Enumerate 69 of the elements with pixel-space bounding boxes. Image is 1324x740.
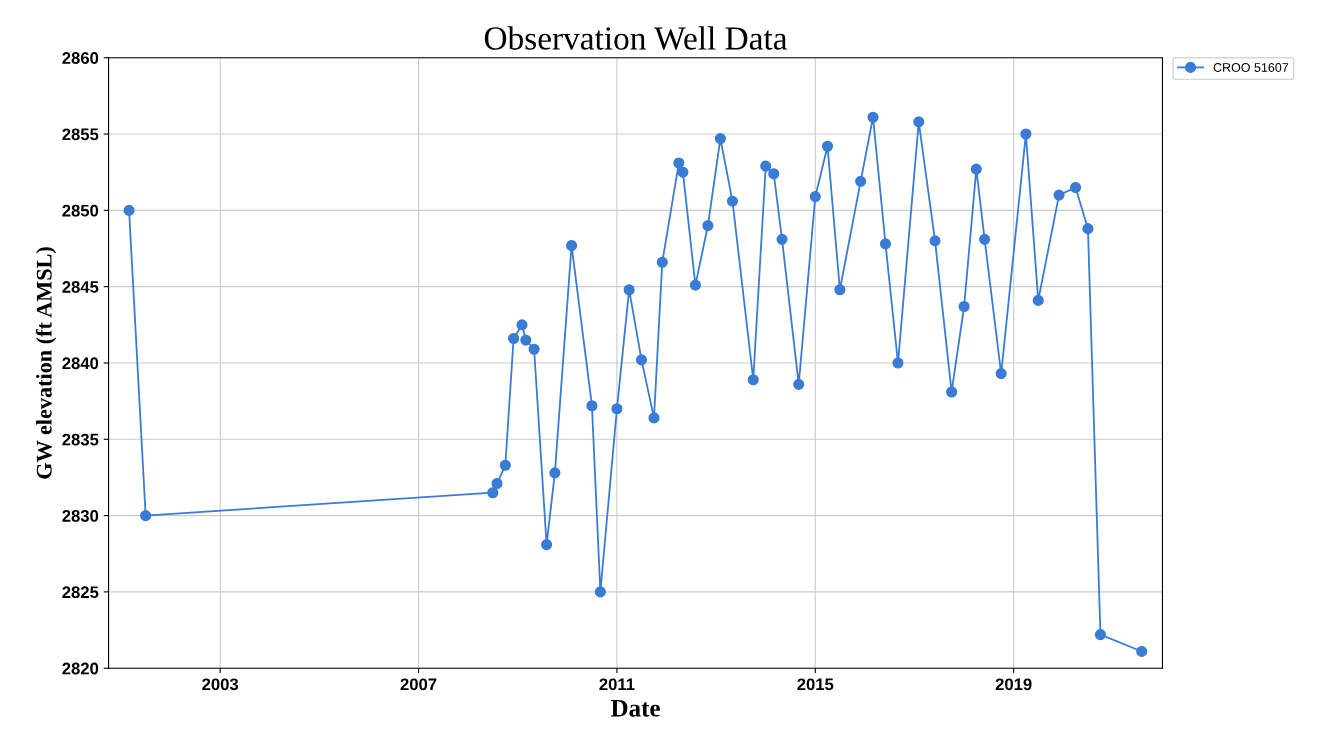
point [1070,181,1082,194]
y-axis-title: GW elevation (ft AMSL) [35,247,57,479]
point [140,510,152,522]
point [623,284,635,296]
point [834,284,846,296]
x-tick-label: 2007 [400,678,437,691]
y-tick-label: 2855 [62,128,99,141]
point [648,412,660,424]
point [528,343,540,355]
point [929,235,941,247]
point [123,204,135,216]
y-tick-label: 2850 [62,204,99,217]
point [677,166,689,178]
point [491,477,503,490]
point [892,357,904,369]
point [958,300,970,313]
point [656,256,668,268]
point [594,586,606,598]
y-tick-label: 2830 [62,510,99,522]
point [520,334,532,346]
point [1032,294,1044,306]
y-tick-label: 2825 [62,586,99,599]
point [776,233,788,245]
point [516,319,528,331]
legend-label: CROO 51607 [1213,63,1289,72]
x-tick-label: 2003 [202,678,239,691]
y-tick-label: 2820 [62,662,99,675]
point [689,279,701,291]
point [702,220,714,232]
x-tick-label: 2019 [995,678,1032,691]
point [714,133,726,145]
point [747,374,759,386]
y-tick-label: 2835 [62,433,99,446]
x-tick-label: 2015 [797,678,834,691]
point [1053,189,1065,201]
y-tick-label: 2845 [62,281,99,293]
point [867,111,879,123]
point [793,378,805,390]
point [673,157,685,169]
point [821,140,834,152]
point [611,403,623,415]
point [1082,223,1094,235]
point [566,239,578,252]
point [946,386,958,398]
point [913,116,925,128]
point [768,168,780,180]
chart-title: Observation Well Data [484,26,788,50]
point [1020,128,1032,140]
y-tick-label: 2860 [62,52,99,64]
point [1136,645,1148,657]
point [979,233,991,245]
point [760,160,772,172]
point [970,163,982,175]
y-tick-label: 2840 [62,357,99,370]
point [508,332,520,345]
point [809,191,821,203]
point [855,175,867,187]
point [499,459,511,471]
x-tick-label: 2011 [599,678,635,691]
point [635,354,648,366]
x-axis-title: Date [610,700,660,717]
point [726,195,739,207]
point [541,539,553,551]
point [879,238,892,250]
point [995,368,1007,380]
point [1094,629,1106,641]
point [487,487,499,499]
point [586,400,598,412]
point [549,467,561,479]
